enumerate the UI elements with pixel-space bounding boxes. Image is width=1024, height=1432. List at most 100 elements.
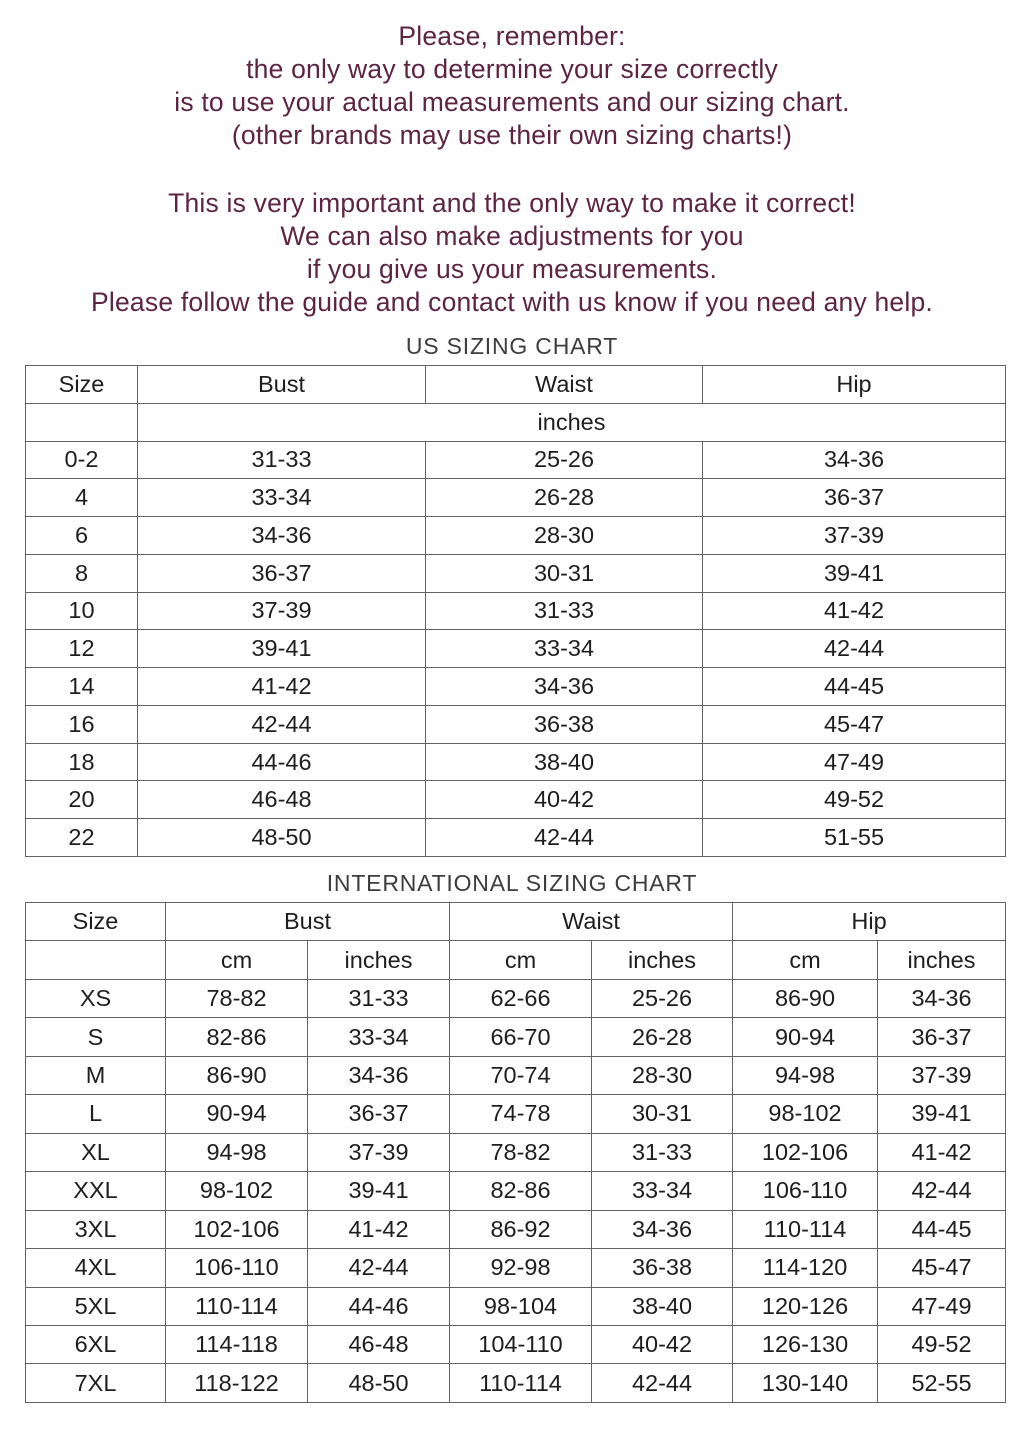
table-cell: 102-106	[165, 1209, 308, 1250]
table-cell: 62-66	[449, 978, 592, 1019]
table-cell: 4XL	[25, 1248, 166, 1288]
table-cell: 31-33	[425, 591, 703, 631]
table-cell: 110-114	[165, 1286, 308, 1326]
intro-line: Please follow the guide and contact with…	[91, 287, 933, 317]
table-cell: 33-34	[425, 629, 703, 669]
table-cell: 36-38	[590, 1248, 734, 1288]
table-cell: XL	[25, 1132, 166, 1173]
table-cell: 28-30	[425, 516, 703, 555]
table-cell: 52-55	[877, 1363, 1007, 1403]
table-cell: 114-118	[165, 1324, 308, 1365]
intro-note: Please, remember: the only way to determ…	[0, 0, 1024, 319]
table-cell: 30-31	[425, 553, 703, 593]
table-cell: 14	[25, 667, 138, 706]
table-cell: 78-82	[449, 1132, 592, 1173]
us-header-waist: Waist	[425, 365, 703, 404]
table-cell: 34-36	[702, 440, 1006, 480]
table-cell: 86-92	[449, 1209, 592, 1250]
table-cell: 66-70	[449, 1017, 592, 1057]
table-cell: 8	[25, 553, 138, 593]
us-header-bust: Bust	[137, 365, 426, 404]
us-header-size: Size	[25, 365, 138, 404]
table-cell: 48-50	[307, 1363, 450, 1403]
table-row: XS 78-82 31-33 62-66 25-26 86-90 34-36	[25, 978, 1007, 1019]
table-cell: 34-36	[137, 516, 426, 555]
table-cell: 78-82	[165, 978, 308, 1019]
table-cell: 51-55	[702, 818, 1006, 857]
table-cell: 90-94	[732, 1017, 879, 1057]
table-cell: 47-49	[877, 1286, 1007, 1326]
table-row: 6 34-36 28-30 37-39	[25, 516, 1006, 555]
table-cell: 22	[25, 818, 138, 857]
table-cell: 110-114	[732, 1209, 879, 1250]
intl-header-hip: Hip	[732, 901, 1007, 942]
table-cell: 3XL	[25, 1209, 166, 1250]
table-cell: 47-49	[702, 742, 1006, 782]
table-row: 18 44-46 38-40 47-49	[25, 742, 1006, 782]
table-cell: 130-140	[732, 1363, 879, 1403]
table-cell: 33-34	[590, 1171, 734, 1211]
table-cell: 33-34	[307, 1017, 450, 1057]
table-cell: 46-48	[137, 780, 426, 820]
table-cell: 42-44	[590, 1363, 734, 1403]
table-cell: 41-42	[137, 667, 426, 706]
table-cell: 16	[25, 704, 138, 744]
us-unit-empty-cell	[25, 402, 138, 442]
table-cell: 92-98	[449, 1248, 592, 1288]
intl-unit-hip-cm: cm	[732, 940, 879, 980]
intl-unit-bust-cm: cm	[165, 940, 308, 980]
table-row: 16 42-44 36-38 45-47	[25, 704, 1006, 744]
intl-header-row: Size Bust Waist Hip	[25, 901, 1007, 942]
table-cell: 44-46	[307, 1286, 450, 1326]
table-row: M 86-90 34-36 70-74 28-30 94-98 37-39	[25, 1055, 1007, 1096]
intl-header-bust: Bust	[165, 901, 450, 942]
table-cell: 70-74	[449, 1055, 592, 1096]
table-cell: 25-26	[590, 978, 734, 1019]
us-chart-title: US SIZING CHART	[405, 333, 619, 359]
table-row: XL 94-98 37-39 78-82 31-33 102-106 41-42	[25, 1132, 1007, 1173]
table-cell: 41-42	[307, 1209, 450, 1250]
table-cell: S	[25, 1017, 166, 1057]
table-row: 6XL 114-118 46-48 104-110 40-42 126-130 …	[25, 1324, 1007, 1365]
intro-line: is to use your actual measurements and o…	[174, 87, 850, 117]
paragraph-gap	[0, 152, 1024, 187]
table-cell: 45-47	[877, 1248, 1007, 1288]
table-row: L 90-94 36-37 74-78 30-31 98-102 39-41	[25, 1094, 1007, 1134]
table-cell: 10	[25, 591, 138, 631]
table-row: 4 33-34 26-28 36-37	[25, 478, 1006, 518]
table-cell: 20	[25, 780, 138, 820]
table-cell: 114-120	[732, 1248, 879, 1288]
table-cell: 34-36	[425, 667, 703, 706]
intl-unit-empty-cell	[25, 940, 166, 980]
table-cell: 110-114	[449, 1363, 592, 1403]
table-cell: 33-34	[137, 478, 426, 518]
table-cell: 7XL	[25, 1363, 166, 1403]
table-cell: 39-41	[877, 1094, 1007, 1134]
intro-line: This is very important and the only way …	[168, 188, 856, 218]
table-cell: 36-37	[877, 1017, 1007, 1057]
table-cell: 42-44	[137, 704, 426, 744]
us-sizing-table: Size Bust Waist Hip inches 0-2 31-33 25-…	[25, 365, 1006, 857]
table-cell: 44-46	[137, 742, 426, 782]
table-cell: 39-41	[307, 1171, 450, 1211]
table-cell: 106-110	[165, 1248, 308, 1288]
table-row: 22 48-50 42-44 51-55	[25, 818, 1006, 857]
table-cell: 30-31	[590, 1094, 734, 1134]
table-cell: 94-98	[732, 1055, 879, 1096]
table-cell: 38-40	[425, 742, 703, 782]
table-cell: 42-44	[425, 818, 703, 857]
us-header-hip: Hip	[702, 365, 1006, 404]
table-row: 12 39-41 33-34 42-44	[25, 629, 1006, 669]
table-cell: 36-38	[425, 704, 703, 744]
international-sizing-table: Size Bust Waist Hip cm inches cm inches …	[25, 901, 1007, 1403]
table-cell: 45-47	[702, 704, 1006, 744]
us-unit-row: inches	[25, 402, 1006, 442]
intro-line: We can also make adjustments for you	[280, 221, 744, 251]
table-cell: 49-52	[702, 780, 1006, 820]
table-cell: 4	[25, 478, 138, 518]
table-cell: 0-2	[25, 440, 138, 480]
intl-unit-bust-inches: inches	[307, 940, 450, 980]
table-row: XXL 98-102 39-41 82-86 33-34 106-110 42-…	[25, 1171, 1007, 1211]
table-cell: XS	[25, 978, 166, 1019]
